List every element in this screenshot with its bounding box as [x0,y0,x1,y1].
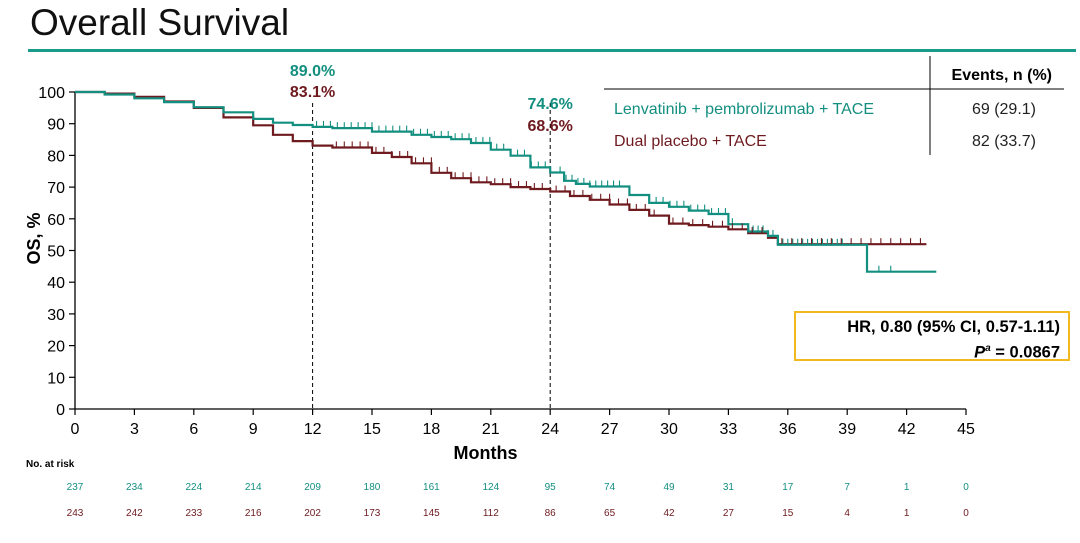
risk-control-value: 65 [604,508,616,519]
x-tick-label: 36 [779,421,797,438]
risk-treatment-value: 237 [67,482,84,493]
x-tick-label: 3 [130,421,139,438]
risk-control-value: 42 [663,508,675,519]
risk-treatment-value: 161 [423,482,440,493]
y-axis-title: OS, % [24,212,44,264]
risk-control-value: 27 [723,508,735,519]
risk-control-value: 242 [126,508,143,519]
x-tick-label: 21 [482,421,500,438]
x-tick-label: 12 [304,421,322,438]
risk-control-value: 173 [364,508,381,519]
page-title: Overall Survival [30,2,290,43]
risk-control-value: 15 [782,508,794,519]
risk-treatment-value: 1 [904,482,910,493]
risk-treatment-value: 209 [304,482,321,493]
hazard-ratio-box: HR, 0.80 (95% CI, 0.57-1.11) Pa = 0.0867 [794,311,1070,364]
risk-control-value: 1 [904,508,910,519]
legend-control-events: 82 (33.7) [972,133,1036,150]
risk-control-value: 202 [304,508,321,519]
p-value: = 0.0867 [990,343,1060,362]
x-tick-label: 0 [71,421,80,438]
x-axis-title: Months [454,443,518,463]
risk-control-value: 243 [67,508,84,519]
risk-treatment-value: 17 [782,482,794,493]
legend-treatment-name: Lenvatinib + pembrolizumab + TACE [614,101,874,118]
risk-treatment-value: 74 [604,482,616,493]
risk-table-header: No. at risk [26,459,75,470]
control-survival-curve [75,90,927,246]
annotation-control-month-12: 83.1% [290,84,335,101]
y-tick-label: 60 [47,212,65,229]
x-tick-label: 6 [189,421,198,438]
p-superscript: a [985,343,991,354]
y-tick-label: 0 [56,402,65,419]
risk-treatment-value: 180 [364,482,381,493]
risk-treatment-value: 95 [545,482,557,493]
y-tick-label: 80 [47,148,65,165]
y-tick-label: 40 [47,275,65,292]
legend-events-header: Events, n (%) [952,67,1052,84]
risk-control-value: 4 [844,508,850,519]
legend-treatment-events: 69 (29.1) [972,101,1036,118]
y-tick-label: 70 [47,180,65,197]
y-tick-label: 30 [47,307,65,324]
hazard-ratio-text: HR, 0.80 (95% CI, 0.57-1.11) [847,318,1060,336]
risk-control-value: 112 [483,508,499,519]
risk-treatment-value: 234 [126,482,143,493]
y-tick-label: 100 [38,85,65,102]
x-tick-label: 30 [660,421,678,438]
p-label: P [974,343,986,362]
x-tick-label: 27 [601,421,619,438]
legend-control-name: Dual placebo + TACE [614,133,767,150]
x-tick-label: 15 [363,421,381,438]
risk-treatment-value: 124 [482,482,499,493]
risk-treatment-value: 49 [663,482,675,493]
x-tick-label: 33 [720,421,738,438]
annotation-control-month-24: 68.6% [528,118,573,135]
title-underline [28,49,1076,52]
y-tick-label: 10 [47,370,65,387]
x-tick-label: 42 [898,421,916,438]
x-tick-label: 45 [957,421,975,438]
y-tick-label: 20 [47,339,65,356]
risk-control-value: 216 [245,508,262,519]
risk-treatment-value: 224 [185,482,202,493]
risk-control-value: 86 [545,508,557,519]
x-tick-label: 24 [541,421,559,438]
risk-control-value: 233 [185,508,202,519]
p-value-text: Pa = 0.0867 [796,338,1060,364]
risk-treatment-value: 214 [245,482,262,493]
annotation-treatment-month-12: 89.0% [290,63,335,80]
risk-treatment-value: 31 [723,482,735,493]
x-tick-label: 18 [423,421,441,438]
x-tick-label: 9 [249,421,258,438]
risk-treatment-value: 7 [844,482,850,493]
risk-control-value: 0 [963,508,969,519]
risk-control-value: 145 [423,508,440,519]
annotation-treatment-month-24: 74.6% [528,96,573,113]
y-tick-label: 90 [47,117,65,134]
y-tick-label: 50 [47,244,65,261]
risk-treatment-value: 0 [963,482,969,493]
x-tick-label: 39 [838,421,856,438]
